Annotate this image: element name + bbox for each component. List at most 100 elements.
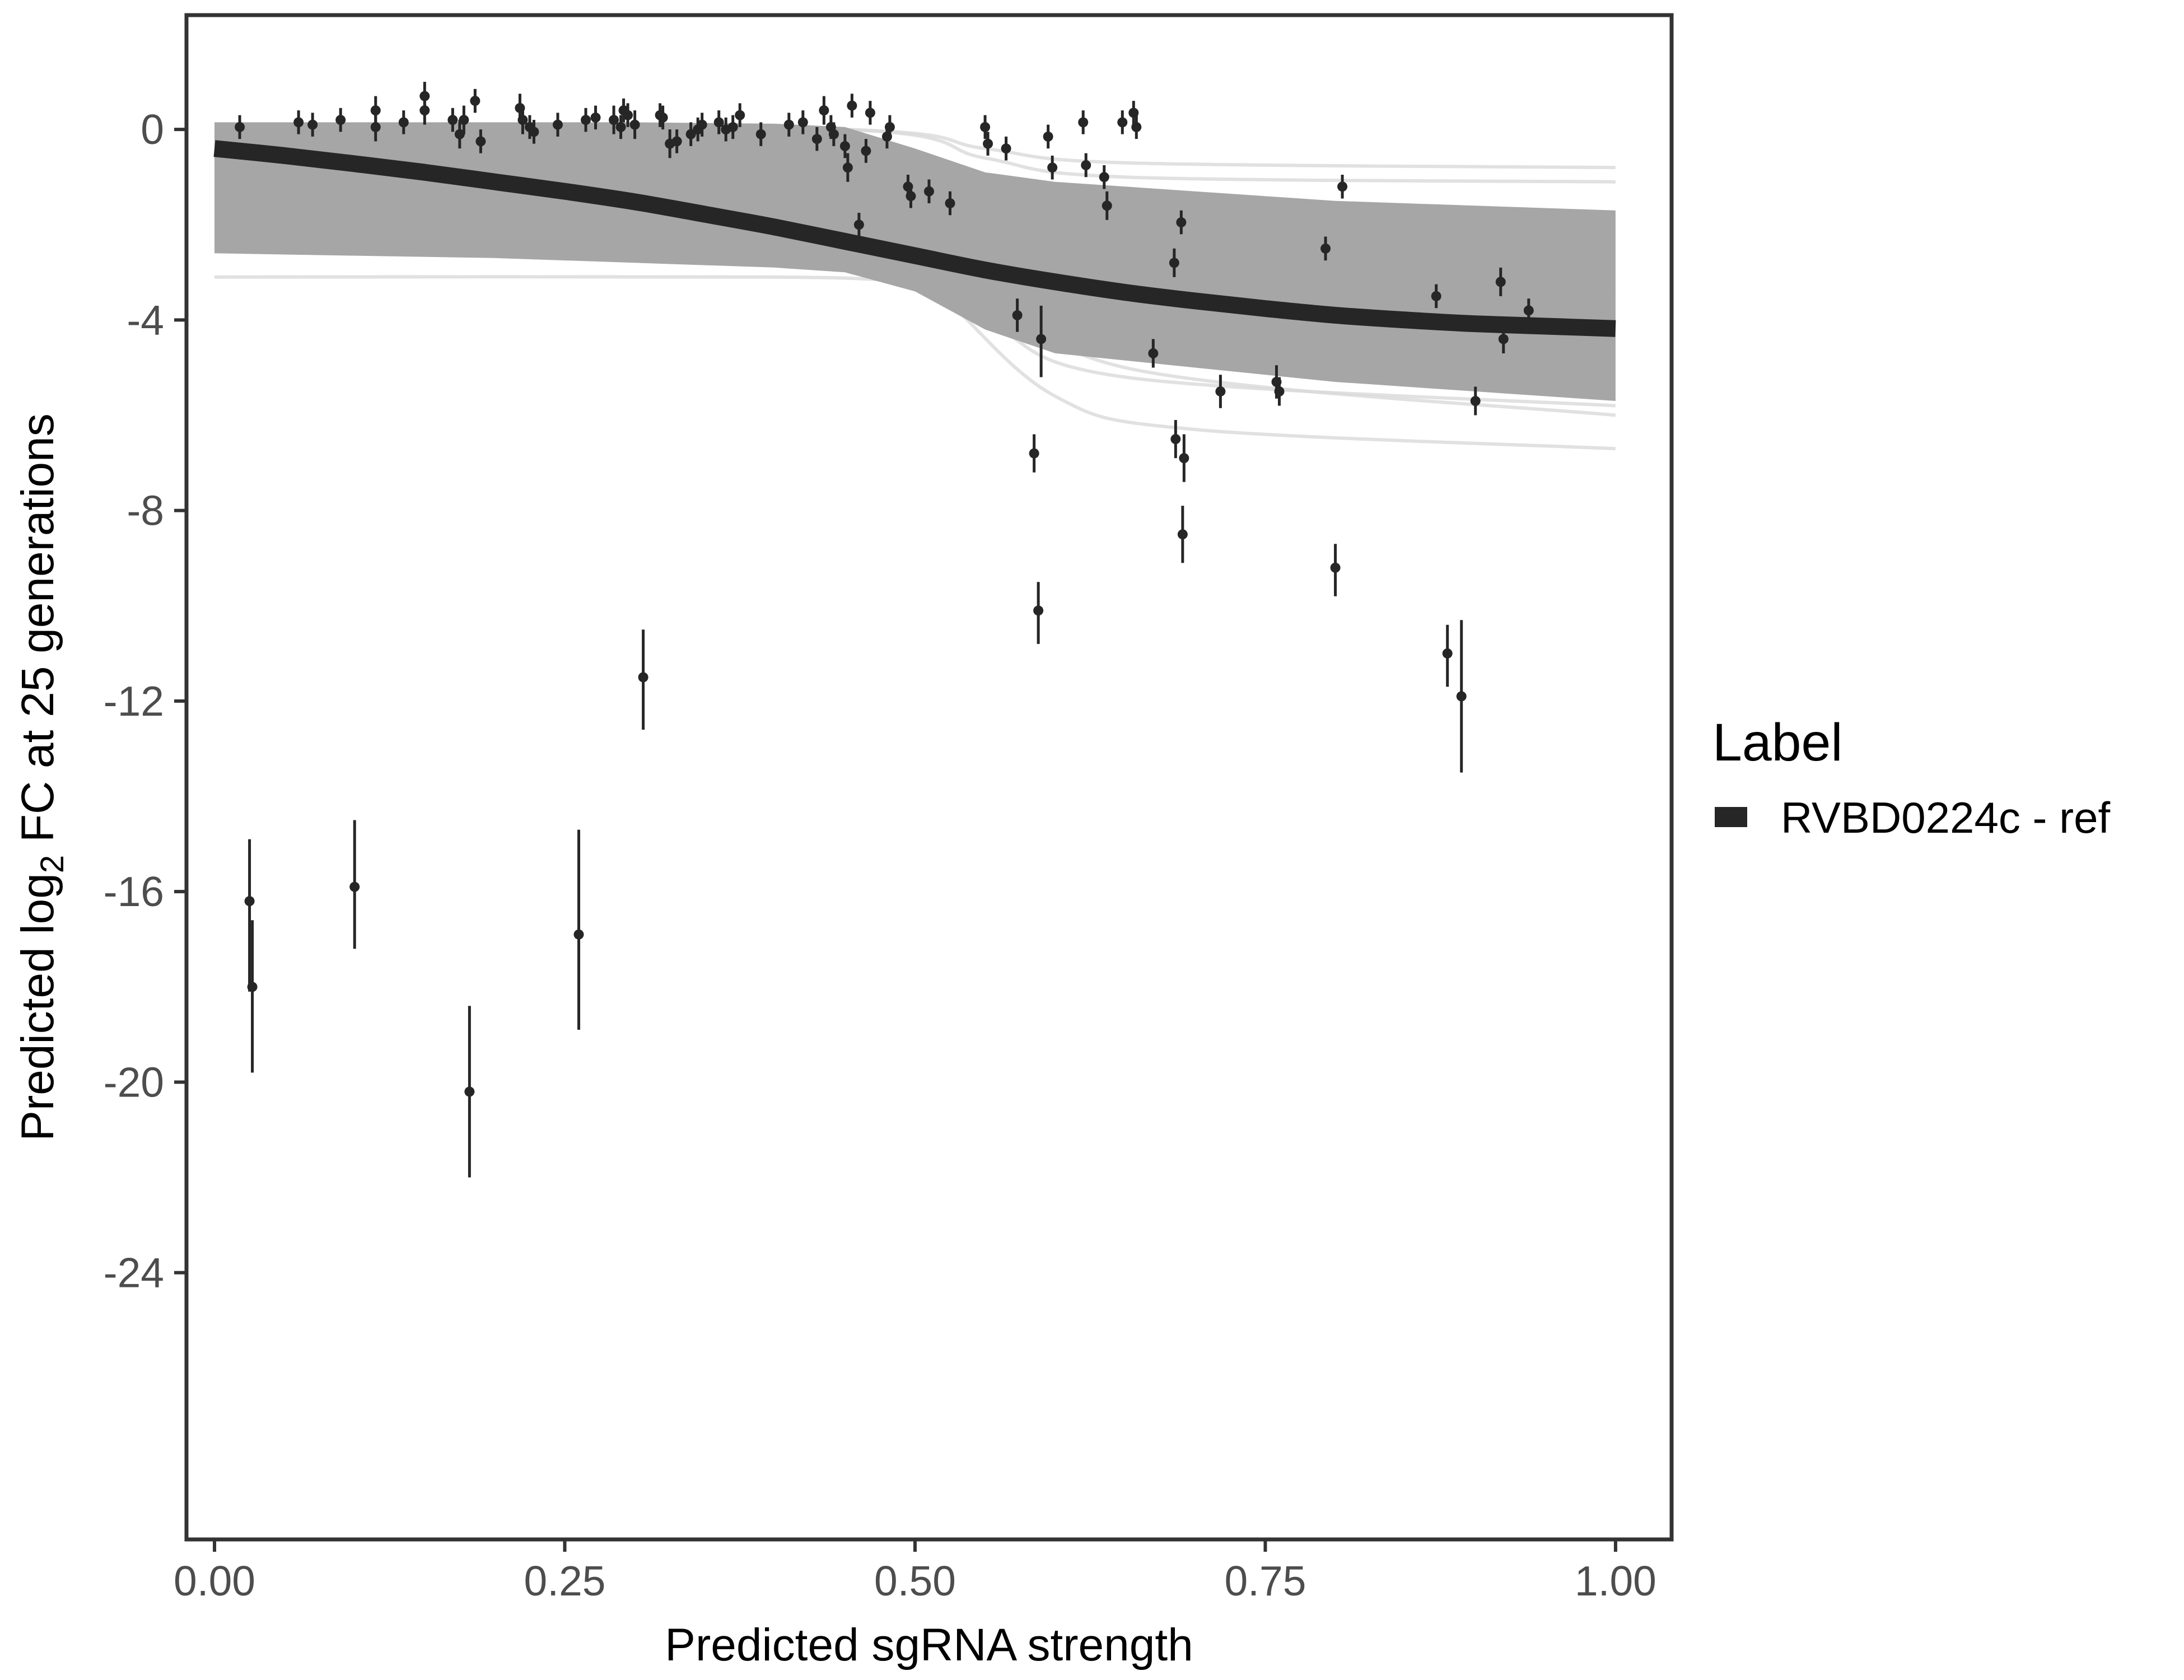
- point-marker: [755, 129, 766, 139]
- data-point-92: [1456, 620, 1467, 773]
- point-marker: [697, 119, 707, 130]
- point-marker: [517, 115, 528, 125]
- data-point-49: [828, 122, 839, 146]
- data-point-84: [1215, 375, 1226, 408]
- point-marker: [1102, 200, 1112, 211]
- data-point-0: [235, 115, 245, 139]
- data-point-55: [865, 101, 875, 125]
- data-point-29: [623, 103, 633, 127]
- data-point-59: [906, 184, 916, 208]
- x-tick-label: 0.00: [174, 1557, 255, 1604]
- point-marker: [1177, 529, 1188, 540]
- point-marker: [811, 134, 822, 144]
- y-axis-title-part-1: Predicted log: [12, 873, 63, 1141]
- point-marker: [370, 122, 381, 132]
- legend-key: [1715, 807, 1747, 827]
- point-marker: [470, 96, 480, 106]
- point-marker: [370, 105, 381, 116]
- point-marker: [1170, 434, 1181, 445]
- data-point-13: [454, 120, 465, 149]
- point-marker: [459, 115, 469, 125]
- point-marker: [1470, 396, 1481, 407]
- legend-title: Label: [1712, 713, 1842, 772]
- data-point-96: [1523, 298, 1534, 323]
- point-marker: [573, 929, 584, 940]
- data-point-26: [609, 105, 619, 134]
- point-marker: [945, 198, 955, 208]
- point-marker: [1498, 334, 1509, 344]
- data-point-86: [1274, 377, 1285, 406]
- data-point-63: [983, 132, 993, 156]
- point-marker: [1078, 117, 1089, 128]
- data-point-21: [529, 120, 539, 144]
- data-point-23: [573, 829, 584, 1030]
- data-point-8: [370, 113, 381, 142]
- point-marker: [783, 119, 794, 130]
- point-marker: [1442, 648, 1453, 659]
- point-marker: [1456, 691, 1467, 702]
- data-point-74: [1102, 191, 1112, 220]
- data-point-72: [1081, 153, 1091, 178]
- data-point-67: [1033, 582, 1044, 644]
- y-axis-title: Predicted log2 FC at 25 generations: [12, 413, 71, 1141]
- point-marker: [529, 127, 539, 137]
- data-point-66: [1029, 434, 1039, 473]
- data-point-38: [697, 113, 707, 137]
- point-marker: [1431, 291, 1441, 301]
- data-point-43: [755, 122, 766, 146]
- data-point-4: [307, 113, 318, 137]
- point-marker: [839, 141, 850, 151]
- x-axis-title: Predicted sgRNA strength: [665, 1620, 1193, 1670]
- data-point-1: [244, 839, 255, 992]
- data-point-16: [470, 88, 480, 113]
- point-marker: [447, 115, 458, 125]
- point-marker: [1215, 386, 1226, 396]
- point-marker: [581, 115, 591, 125]
- point-marker: [247, 982, 258, 992]
- point-marker: [1320, 243, 1331, 254]
- point-marker: [1081, 160, 1091, 170]
- y-tick-label: -20: [104, 1058, 164, 1105]
- data-point-33: [657, 105, 668, 130]
- data-point-35: [671, 129, 682, 153]
- point-marker: [1330, 562, 1341, 573]
- data-point-47: [819, 96, 829, 125]
- data-point-87: [1320, 236, 1331, 261]
- point-marker: [454, 129, 465, 139]
- y-axis: 0 -4 -8 -12 -16 -20 -24: [104, 106, 186, 1296]
- x-tick-label: 0.25: [524, 1557, 606, 1604]
- point-marker: [983, 138, 993, 149]
- fit-curve: [213, 140, 1616, 337]
- data-point-19: [517, 105, 528, 134]
- data-point-89: [1337, 174, 1348, 199]
- y-axis-title-subscript: 2: [34, 855, 71, 873]
- data-point-93: [1470, 386, 1481, 416]
- point-marker: [828, 129, 839, 139]
- data-point-81: [1176, 210, 1187, 235]
- legend-entry-label: RVBD0224c - ref: [1781, 793, 2110, 842]
- point-marker: [1337, 181, 1348, 192]
- data-point-77: [1131, 115, 1142, 139]
- point-marker: [307, 119, 318, 130]
- point-marker: [475, 136, 486, 147]
- point-marker: [1176, 217, 1187, 228]
- data-points: [235, 82, 1534, 1178]
- data-point-50: [839, 134, 850, 158]
- point-marker: [713, 117, 724, 128]
- point-marker: [349, 881, 360, 892]
- x-tick-label: 0.50: [874, 1557, 956, 1604]
- data-point-91: [1442, 624, 1453, 687]
- data-point-31: [638, 629, 648, 730]
- point-marker: [884, 122, 895, 132]
- data-point-45: [797, 110, 808, 134]
- data-point-6: [349, 820, 360, 949]
- point-marker: [590, 112, 601, 123]
- point-marker: [1099, 172, 1109, 183]
- point-marker: [819, 105, 829, 116]
- point-marker: [623, 110, 633, 120]
- data-point-30: [629, 110, 640, 139]
- data-point-3: [293, 110, 304, 134]
- data-point-65: [1012, 298, 1023, 332]
- y-tick-label: -24: [104, 1249, 164, 1296]
